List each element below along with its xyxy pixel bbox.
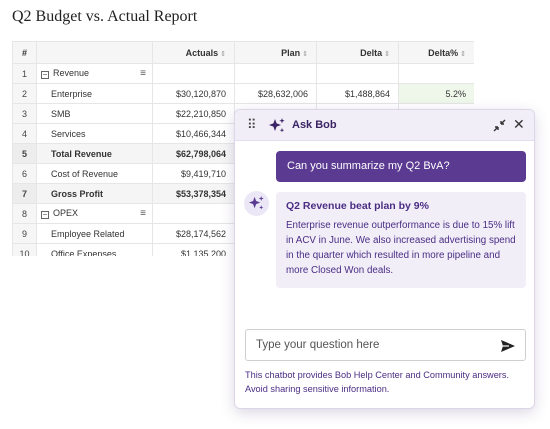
table-row[interactable]: 2 Enterprise $30,120,870 $28,632,006 $1,…: [12, 83, 474, 104]
col-header-actuals[interactable]: Actuals ⇕: [152, 41, 235, 64]
bot-message: Q2 Revenue beat plan by 9% Enterprise re…: [276, 192, 526, 288]
cell-actuals[interactable]: [152, 63, 235, 84]
cell-actuals[interactable]: $22,210,850: [152, 103, 235, 124]
row-menu-icon[interactable]: ≡: [140, 208, 146, 219]
cell-plan[interactable]: $28,632,006: [234, 83, 317, 104]
chat-panel: ⠿ Ask Bob ✕ Can you summarize my Q2 BvA?…: [234, 109, 535, 409]
chat-title: Ask Bob: [292, 119, 337, 131]
row-number: 1: [12, 63, 37, 84]
row-number: 9: [12, 223, 37, 244]
row-number: 3: [12, 103, 37, 124]
ai-sparkle-icon: [269, 118, 285, 133]
sort-icon[interactable]: ⇕: [220, 50, 226, 58]
chat-input-box[interactable]: [245, 329, 526, 361]
row-label[interactable]: Cost of Revenue: [36, 163, 153, 184]
row-number: 10: [12, 243, 37, 256]
row-label[interactable]: Gross Profit: [36, 183, 153, 204]
cell-delta[interactable]: [316, 63, 399, 84]
row-number: 4: [12, 123, 37, 144]
cell-actuals[interactable]: $9,419,710: [152, 163, 235, 184]
row-number: 8: [12, 203, 37, 224]
user-message: Can you summarize my Q2 BvA?: [276, 151, 526, 182]
collapse-toggle-icon[interactable]: −: [41, 210, 49, 219]
row-label[interactable]: SMB: [36, 103, 153, 124]
chat-input[interactable]: [256, 336, 491, 354]
cell-actuals[interactable]: $10,466,344: [152, 123, 235, 144]
sort-icon[interactable]: ⇕: [302, 50, 308, 58]
header-row: # Actuals ⇕ Plan ⇕ Delta ⇕ Delta% ⇕: [12, 41, 474, 64]
row-label[interactable]: Services: [36, 123, 153, 144]
row-number: 2: [12, 83, 37, 104]
row-label[interactable]: − OPEX ≡: [36, 203, 153, 224]
row-label[interactable]: Employee Related: [36, 223, 153, 244]
cell-actuals[interactable]: $53,378,354: [152, 183, 235, 204]
sort-icon[interactable]: ⇕: [384, 50, 390, 58]
ai-sparkle-icon: [248, 195, 264, 210]
row-label[interactable]: − Revenue ≡: [36, 63, 153, 84]
col-header-delta-pct[interactable]: Delta% ⇕: [398, 41, 474, 64]
row-label[interactable]: Total Revenue: [36, 143, 153, 164]
chat-header: ⠿ Ask Bob ✕: [235, 110, 534, 141]
cell-delta-pct[interactable]: 5.2%: [398, 83, 474, 104]
col-header-number: #: [12, 41, 37, 64]
bot-message-heading: Q2 Revenue beat plan by 9%: [286, 200, 429, 212]
minimize-icon[interactable]: [492, 118, 507, 133]
bot-avatar: [244, 191, 269, 216]
row-menu-icon[interactable]: ≡: [140, 68, 146, 79]
col-header-name: [36, 41, 153, 64]
drag-handle-icon[interactable]: ⠿: [247, 117, 256, 132]
cell-delta[interactable]: $1,488,864: [316, 83, 399, 104]
bot-message-body: Enterprise revenue outperformance is due…: [286, 220, 516, 276]
row-number: 5: [12, 143, 37, 164]
table-row[interactable]: 1 − Revenue ≡: [12, 63, 474, 84]
cell-actuals[interactable]: $30,120,870: [152, 83, 235, 104]
cell-actuals[interactable]: $28,174,562: [152, 223, 235, 244]
chat-disclaimer: This chatbot provides Bob Help Center an…: [245, 370, 510, 394]
sort-icon[interactable]: ⇕: [460, 50, 466, 58]
row-label[interactable]: Office Expenses: [36, 243, 153, 256]
row-label[interactable]: Enterprise: [36, 83, 153, 104]
report-title: Q2 Budget vs. Actual Report: [12, 8, 198, 25]
cell-actuals[interactable]: $62,798,064: [152, 143, 235, 164]
cell-actuals[interactable]: [152, 203, 235, 224]
col-header-plan[interactable]: Plan ⇕: [234, 41, 317, 64]
row-number: 7: [12, 183, 37, 204]
send-icon[interactable]: [500, 338, 516, 354]
row-number: 6: [12, 163, 37, 184]
cell-actuals[interactable]: $1,135,200: [152, 243, 235, 256]
cell-plan[interactable]: [234, 63, 317, 84]
cell-delta-pct[interactable]: [398, 63, 474, 84]
col-header-delta[interactable]: Delta ⇕: [316, 41, 399, 64]
close-icon[interactable]: ✕: [513, 116, 525, 132]
collapse-toggle-icon[interactable]: −: [41, 70, 49, 79]
